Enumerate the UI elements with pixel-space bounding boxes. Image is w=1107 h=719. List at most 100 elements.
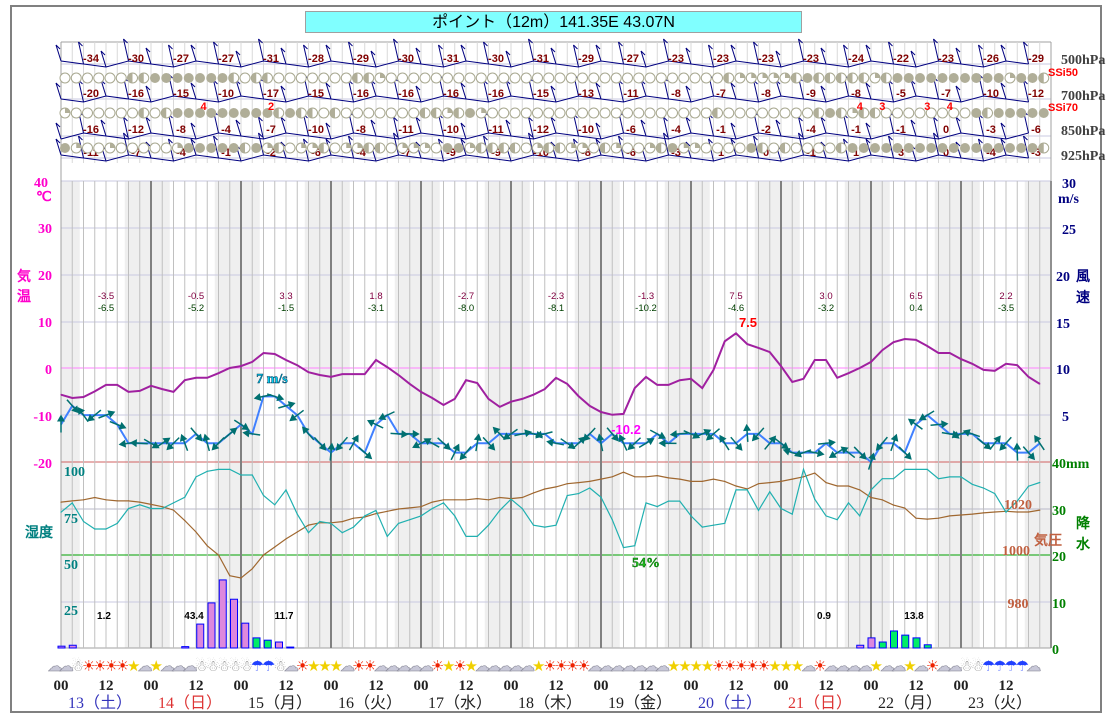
upper-temp-label: 0 — [943, 147, 949, 159]
arrow-head — [962, 429, 971, 437]
day-label: 21（日） — [788, 694, 852, 712]
wind-barb-icon — [978, 44, 984, 68]
wind-barb-icon — [978, 113, 984, 137]
wind-direction-arrow-icon — [683, 429, 701, 439]
humidity-point — [127, 507, 130, 510]
stability-circle — [408, 107, 420, 119]
wind-barb-icon — [483, 79, 489, 103]
wind-direction-arrow-icon — [233, 419, 250, 430]
humidity-point — [521, 507, 523, 510]
stability-circle-full — [1016, 73, 1027, 83]
stability-circle — [430, 72, 442, 84]
pressure-tick: 980 — [1008, 597, 1029, 612]
humidity-point — [814, 498, 816, 500]
humidity-point — [330, 522, 332, 525]
stability-circle-half — [273, 108, 279, 118]
arrow-head — [129, 439, 137, 448]
upper-temp-label: -27 — [623, 53, 639, 65]
upper-temp-label: 1 — [718, 147, 724, 159]
wind-barb-icon — [618, 79, 624, 103]
wind-tick: 20 — [1056, 270, 1070, 285]
wind-barb-icon — [865, 82, 872, 100]
wind-barb-tick — [415, 116, 421, 122]
hour-label: 12 — [729, 678, 744, 694]
arrow-head — [276, 393, 285, 402]
generated-labels: -3.5-6.51.2-0.5-5.243.43.3-1.511.71.8-3.… — [47, 291, 1041, 712]
series-layer — [57, 332, 1045, 649]
wind-barb-icon — [595, 122, 602, 140]
arrow-head — [253, 393, 262, 401]
upper-temp-label: 3 — [898, 147, 904, 159]
pressure-point — [251, 568, 253, 570]
wind-barb-icon — [753, 79, 759, 103]
stability-circle-full — [960, 143, 970, 153]
arrow-head — [301, 426, 310, 435]
sun-icon: ☀ — [296, 657, 309, 675]
stability-circle — [599, 72, 611, 84]
upper-temp-label: -16 — [443, 88, 459, 100]
temperature-point — [881, 349, 883, 351]
wind-direction-arrow-icon — [155, 437, 171, 449]
stability-circle-half — [813, 73, 819, 83]
stability-circle-full — [228, 108, 239, 118]
stability-circle — [487, 72, 498, 84]
precip-tick: 10 — [1052, 597, 1066, 612]
humidity-point — [881, 478, 883, 480]
upper-temp-label: 0 — [763, 147, 769, 159]
stability-circle — [430, 142, 442, 154]
wind-barb-tick — [280, 116, 286, 122]
wind-direction-arrow-icon — [57, 414, 65, 433]
wind-unit: m/s — [1058, 192, 1080, 207]
stability-circle-full — [915, 143, 925, 153]
stability-circle-quarter — [447, 108, 453, 113]
humidity-point — [431, 507, 433, 510]
stability-circle-full — [206, 73, 217, 83]
wind-barb-tick — [685, 85, 691, 91]
star-icon: ★ — [903, 657, 916, 675]
wind-barb-icon — [933, 116, 939, 140]
wind-direction-arrow-icon — [694, 429, 712, 438]
wind-barb-tick — [145, 47, 151, 53]
cloud-icon: ☁ — [633, 657, 648, 675]
temp-tick: 0 — [45, 363, 52, 378]
stability-circle-half — [453, 108, 459, 118]
stability-circle — [340, 107, 352, 119]
wind-barb-tick — [843, 138, 848, 144]
wind-barb-tick — [955, 47, 961, 53]
daily-min-temp: -8.0 — [458, 303, 474, 314]
ssi70-label: SSi70 — [1048, 102, 1078, 114]
stability-circle — [554, 107, 566, 119]
stability-circle-half — [600, 143, 605, 153]
upper-temp-label: -30 — [128, 53, 144, 65]
stability-circle — [577, 72, 588, 84]
wind-barb-tick — [730, 44, 736, 50]
wind-barb-icon — [775, 79, 782, 97]
stability-circle-half — [375, 143, 380, 153]
arrow-head — [941, 420, 949, 429]
upper-temp-label: -34 — [83, 53, 100, 65]
arrow-head — [452, 443, 460, 452]
humidity-point — [60, 511, 62, 513]
temperature-point — [465, 379, 467, 381]
arrow-head — [423, 438, 432, 446]
humidity-point — [454, 515, 456, 517]
pressure-point — [791, 478, 793, 480]
pressure-point — [667, 477, 670, 479]
temperature-point — [521, 398, 523, 400]
wind-barb-icon — [325, 122, 332, 140]
wind-direction-arrow-icon — [930, 420, 949, 429]
arrow-head — [162, 437, 171, 445]
humidity-point — [476, 535, 478, 538]
stability-circle — [554, 72, 566, 84]
hour-label: 12 — [369, 678, 384, 694]
humidity-point — [600, 496, 602, 498]
cloud-icon: ☁ — [936, 657, 951, 675]
stability-circle — [689, 72, 701, 84]
wind-barb-icon — [550, 116, 557, 134]
daily-precip-total: 0.9 — [817, 611, 831, 622]
upper-temp-label: -7 — [941, 88, 951, 100]
stability-circle — [790, 142, 802, 154]
upper-temp-label: -27 — [173, 53, 189, 65]
upper-temp-label: -4 — [986, 147, 997, 159]
cloud-icon: ☁ — [284, 657, 299, 675]
